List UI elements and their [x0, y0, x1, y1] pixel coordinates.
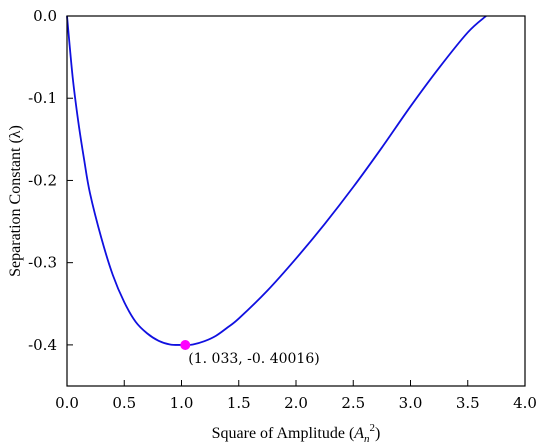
x-axis-label-main: Square of Amplitude (	[212, 425, 355, 442]
x-tick-label: 3.5	[456, 394, 480, 412]
y-tick-label: -0.3	[28, 254, 57, 272]
plot-area-frame	[66, 15, 526, 387]
x-axis-label: Square of Amplitude (An2)	[212, 422, 381, 445]
series-layer	[66, 15, 487, 346]
x-tick-label: 1.5	[227, 394, 251, 412]
x-tick-label: 0.5	[112, 394, 136, 412]
x-tick-label: 3.0	[399, 394, 423, 412]
y-tick-label: -0.4	[28, 336, 57, 354]
x-tick-label: 2.0	[284, 394, 308, 412]
x-tick-label: 1.0	[170, 394, 194, 412]
x-axis-label-variable: A	[353, 425, 364, 442]
minimum-point-marker	[180, 340, 191, 351]
y-tick-label: -0.1	[28, 89, 57, 107]
x-tick-label: 4.0	[513, 394, 537, 412]
x-tick-label: 0.0	[55, 394, 79, 412]
x-axis-ticks: 0.0 0.5 1.0 1.5 2.0 2.5 3.0 3.5 4.0	[55, 380, 537, 412]
y-axis-label: Separation Constant (λ)	[7, 125, 24, 277]
x-tick-label: 2.5	[341, 394, 365, 412]
y-tick-label: -0.2	[28, 171, 57, 189]
minimum-point-label: (1. 033, -0. 40016)	[188, 351, 319, 367]
x-axis-label-subscript: n	[364, 433, 370, 445]
y-axis-ticks: 0.0 -0.1 -0.2 -0.3 -0.4	[28, 7, 73, 354]
series-line	[66, 15, 487, 346]
annotation-layer: (1. 033, -0. 40016)	[180, 340, 320, 367]
x-axis-label-superscript: 2	[370, 422, 376, 434]
y-tick-label: 0.0	[33, 7, 57, 25]
x-axis-label-close: )	[375, 425, 380, 442]
